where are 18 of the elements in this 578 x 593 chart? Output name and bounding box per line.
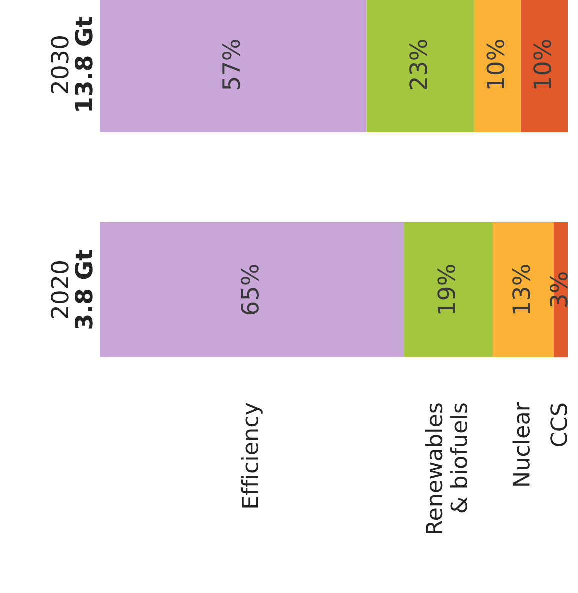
data-label: 65% <box>241 265 259 315</box>
text: 3.8 Gt <box>74 250 93 329</box>
text: 13.8 Gt <box>74 16 93 111</box>
data-label: 19% <box>438 265 456 314</box>
bar <box>404 222 494 358</box>
text: Efficiency <box>241 403 263 508</box>
data-label: 10% <box>486 40 505 89</box>
text: Nuclear <box>512 402 530 486</box>
data-label: 10% <box>534 40 552 89</box>
text: Renewables & biofuels <box>425 404 468 534</box>
data-label: 57% <box>222 40 240 90</box>
y-tick-label: 2020 <box>50 262 69 318</box>
y-tick-label: 2030 <box>50 36 69 94</box>
data-label: 23% <box>410 40 428 90</box>
data-label: 3% <box>550 272 568 307</box>
bar <box>100 222 404 358</box>
text: CCS <box>550 404 568 446</box>
data-label: 13% <box>512 265 530 314</box>
